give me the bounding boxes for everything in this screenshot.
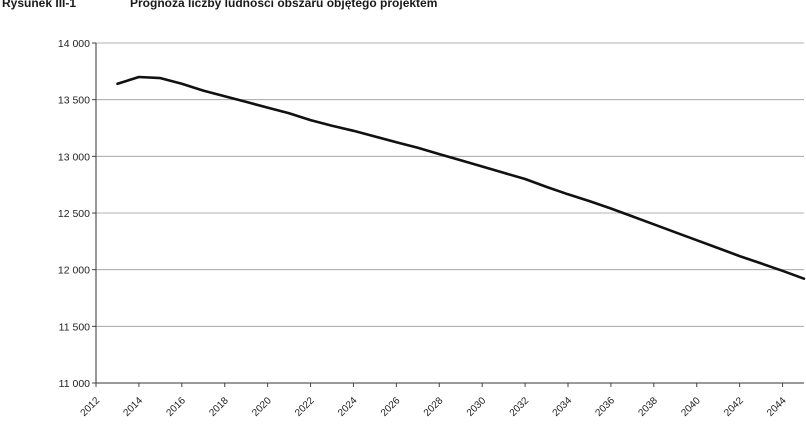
x-tick-label: 2020 xyxy=(250,395,274,419)
x-tick-label: 2018 xyxy=(207,395,231,419)
x-tick-label: 2036 xyxy=(594,395,618,419)
figure-caption: Rysunek III-1 Prognoza liczby ludności ob… xyxy=(2,0,437,10)
x-tick-label: 2014 xyxy=(122,395,146,419)
x-tick-label: 2024 xyxy=(336,395,360,419)
x-tick-label: 2016 xyxy=(164,395,188,419)
axes xyxy=(92,42,804,387)
y-tick-label: 11 500 xyxy=(59,321,90,333)
x-tick-label: 2034 xyxy=(551,395,575,419)
x-tick-label: 2030 xyxy=(465,395,489,419)
x-tick-label: 2028 xyxy=(422,395,446,419)
x-tick-label: 2040 xyxy=(679,395,703,419)
y-tick-label: 12 000 xyxy=(58,265,90,277)
y-tick-label: 13 500 xyxy=(58,95,90,107)
x-tick-label: 2044 xyxy=(765,395,789,419)
series-lines xyxy=(116,75,806,281)
y-tick-label: 11 000 xyxy=(59,378,90,390)
x-tick-label: 2026 xyxy=(379,395,403,419)
x-tick-label: 2042 xyxy=(722,395,746,419)
y-tick-label: 14 000 xyxy=(58,38,90,50)
y-tick-labels: 14 000 13 500 13 000 12 500 12 000 11 500 11 0… xyxy=(58,38,90,390)
x-tick-label: 2012 xyxy=(79,395,103,419)
series-line xyxy=(116,75,806,281)
y-tick-label: 13 000 xyxy=(58,151,90,163)
x-tick-label: 2032 xyxy=(508,395,532,419)
x-tick-labels: 2012 2014 2016 2018 2020 2022 2024 2026 2028 2030… xyxy=(79,395,789,419)
figure-title: Prognoza liczby ludności obszaru objęteg… xyxy=(130,0,438,10)
y-tick-label: 12 500 xyxy=(58,208,90,220)
gridlines xyxy=(96,42,804,327)
figure-label: Rysunek III-1 xyxy=(2,0,77,10)
x-tick-label: 2022 xyxy=(293,395,317,419)
x-tick-label: 2038 xyxy=(636,395,660,419)
